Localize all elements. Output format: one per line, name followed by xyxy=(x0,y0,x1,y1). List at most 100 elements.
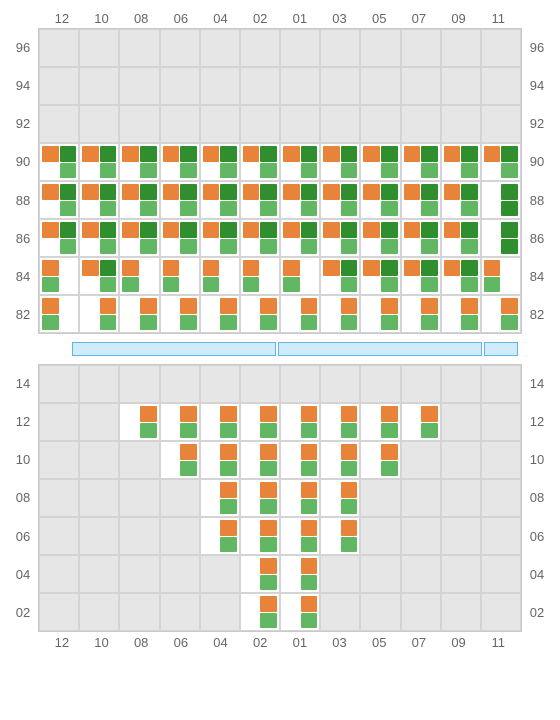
seat-cell[interactable] xyxy=(240,593,280,631)
seat-cell[interactable] xyxy=(119,181,159,219)
axis-label: 03 xyxy=(320,11,360,26)
seat-cell[interactable] xyxy=(360,257,400,295)
seat-cell[interactable] xyxy=(280,479,320,517)
seat-cell[interactable] xyxy=(160,295,200,333)
seat-cell[interactable] xyxy=(481,219,521,257)
seat-cell[interactable] xyxy=(240,479,280,517)
axis-label: 14 xyxy=(8,364,38,402)
seat-cell[interactable] xyxy=(360,181,400,219)
seat-cell[interactable] xyxy=(119,257,159,295)
seat-cell[interactable] xyxy=(441,257,481,295)
seat-cell[interactable] xyxy=(200,219,240,257)
seat-cell[interactable] xyxy=(240,403,280,441)
seat-cell[interactable] xyxy=(360,143,400,181)
seat-cell[interactable] xyxy=(39,143,79,181)
seat-cell[interactable] xyxy=(240,441,280,479)
glyph-quadrant xyxy=(203,277,220,293)
seat-cell[interactable] xyxy=(160,143,200,181)
seat-cell[interactable] xyxy=(320,257,360,295)
seat-cell[interactable] xyxy=(119,295,159,333)
seat-cell[interactable] xyxy=(39,181,79,219)
glyph-quadrant xyxy=(484,239,501,255)
seat-cell[interactable] xyxy=(320,295,360,333)
seat-cell[interactable] xyxy=(79,181,119,219)
seat-cell[interactable] xyxy=(160,441,200,479)
glyph-quadrant xyxy=(323,444,340,460)
seat-cell[interactable] xyxy=(320,479,360,517)
glyph-quadrant xyxy=(301,201,318,217)
seat-cell[interactable] xyxy=(320,181,360,219)
seat-cell[interactable] xyxy=(280,403,320,441)
seat-cell[interactable] xyxy=(280,219,320,257)
seat-cell[interactable] xyxy=(441,181,481,219)
seat-cell[interactable] xyxy=(401,295,441,333)
seat-cell[interactable] xyxy=(481,143,521,181)
seat-cell[interactable] xyxy=(280,593,320,631)
seat-glyph xyxy=(243,520,277,552)
seat-cell[interactable] xyxy=(360,403,400,441)
seat-cell[interactable] xyxy=(401,219,441,257)
seat-cell[interactable] xyxy=(280,295,320,333)
seat-cell[interactable] xyxy=(79,219,119,257)
seat-cell[interactable] xyxy=(280,181,320,219)
seat-cell[interactable] xyxy=(200,143,240,181)
seat-cell[interactable] xyxy=(320,143,360,181)
glyph-quadrant xyxy=(323,423,340,439)
seat-cell[interactable] xyxy=(401,143,441,181)
seat-cell[interactable] xyxy=(401,257,441,295)
glyph-quadrant xyxy=(42,163,59,179)
seat-cell[interactable] xyxy=(240,181,280,219)
seat-cell[interactable] xyxy=(441,295,481,333)
seat-cell[interactable] xyxy=(200,181,240,219)
seat-cell[interactable] xyxy=(200,403,240,441)
seat-cell[interactable] xyxy=(240,143,280,181)
seat-cell[interactable] xyxy=(200,479,240,517)
seat-cell[interactable] xyxy=(401,181,441,219)
seat-cell[interactable] xyxy=(360,219,400,257)
seat-cell[interactable] xyxy=(240,295,280,333)
seat-cell[interactable] xyxy=(280,517,320,555)
seat-cell[interactable] xyxy=(240,257,280,295)
seat-cell[interactable] xyxy=(441,219,481,257)
seat-cell[interactable] xyxy=(320,441,360,479)
seat-cell[interactable] xyxy=(320,517,360,555)
seat-cell[interactable] xyxy=(119,403,159,441)
seat-cell[interactable] xyxy=(360,295,400,333)
seat-cell[interactable] xyxy=(160,181,200,219)
seat-cell[interactable] xyxy=(481,257,521,295)
seat-cell[interactable] xyxy=(39,219,79,257)
seat-cell[interactable] xyxy=(119,219,159,257)
glyph-quadrant xyxy=(140,277,157,293)
glyph-quadrant xyxy=(100,298,117,314)
glyph-quadrant xyxy=(260,575,277,591)
seat-cell[interactable] xyxy=(240,517,280,555)
seat-cell[interactable] xyxy=(160,403,200,441)
glyph-quadrant xyxy=(163,222,180,238)
seat-cell[interactable] xyxy=(240,219,280,257)
seat-cell[interactable] xyxy=(200,441,240,479)
glyph-quadrant xyxy=(484,260,501,276)
seat-cell[interactable] xyxy=(79,143,119,181)
seat-cell[interactable] xyxy=(79,295,119,333)
seat-cell[interactable] xyxy=(320,403,360,441)
seat-cell[interactable] xyxy=(200,295,240,333)
seat-cell[interactable] xyxy=(39,257,79,295)
seat-cell[interactable] xyxy=(280,441,320,479)
seat-cell[interactable] xyxy=(200,517,240,555)
seat-cell[interactable] xyxy=(441,143,481,181)
seat-cell[interactable] xyxy=(360,441,400,479)
seat-cell[interactable] xyxy=(160,257,200,295)
seat-cell[interactable] xyxy=(280,257,320,295)
seat-cell[interactable] xyxy=(79,257,119,295)
seat-cell[interactable] xyxy=(280,555,320,593)
seat-cell[interactable] xyxy=(39,295,79,333)
seat-cell[interactable] xyxy=(240,555,280,593)
seat-cell[interactable] xyxy=(200,257,240,295)
seat-cell[interactable] xyxy=(401,403,441,441)
seat-cell[interactable] xyxy=(481,295,521,333)
seat-cell[interactable] xyxy=(119,143,159,181)
seat-cell[interactable] xyxy=(280,143,320,181)
seat-cell[interactable] xyxy=(481,181,521,219)
seat-cell[interactable] xyxy=(160,219,200,257)
seat-cell[interactable] xyxy=(320,219,360,257)
